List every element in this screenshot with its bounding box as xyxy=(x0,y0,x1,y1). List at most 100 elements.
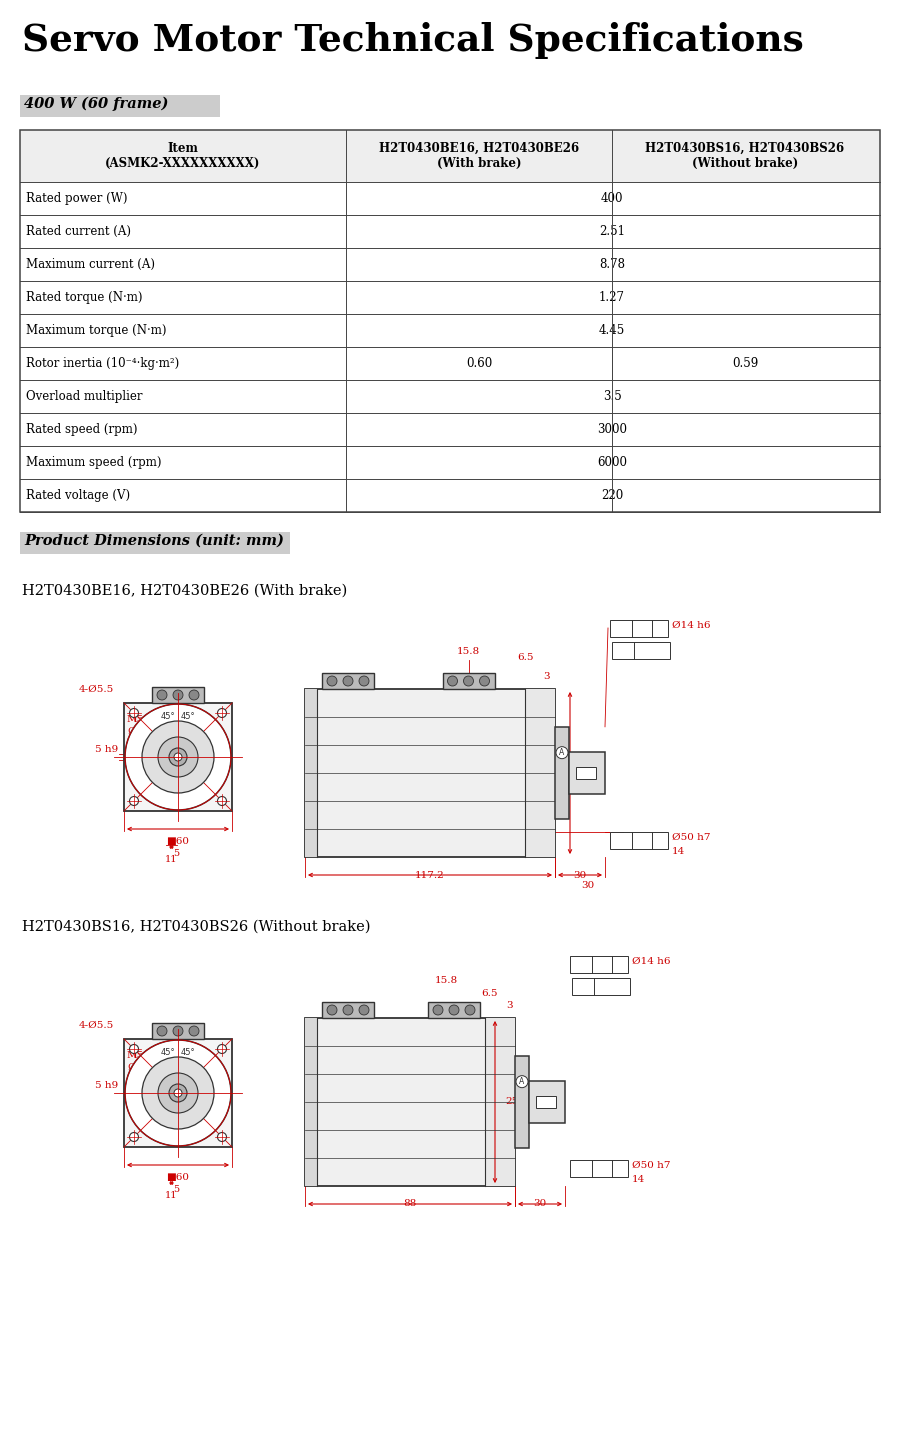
Text: H2T0430BE16, H2T0430BE26 (With brake): H2T0430BE16, H2T0430BE26 (With brake) xyxy=(22,583,347,598)
Text: 5 h9: 5 h9 xyxy=(94,1081,118,1090)
Bar xyxy=(322,1002,374,1018)
Text: 4.45: 4.45 xyxy=(598,325,625,337)
Circle shape xyxy=(218,708,227,718)
Bar xyxy=(124,704,232,811)
Text: Ø50 h7: Ø50 h7 xyxy=(672,832,710,841)
Text: Ø0.04: Ø0.04 xyxy=(595,1164,622,1173)
Bar xyxy=(529,1081,565,1123)
Text: A: A xyxy=(655,623,661,633)
Circle shape xyxy=(169,748,187,766)
Circle shape xyxy=(343,676,353,686)
Circle shape xyxy=(465,1005,475,1015)
Text: M5↧10: M5↧10 xyxy=(127,715,166,724)
Text: 1.27: 1.27 xyxy=(599,290,625,305)
Text: A: A xyxy=(519,1077,525,1087)
Text: Rated torque (N·m): Rated torque (N·m) xyxy=(26,290,142,305)
Bar xyxy=(572,978,630,995)
Text: 15.8: 15.8 xyxy=(435,977,458,985)
Circle shape xyxy=(218,1133,227,1141)
Bar xyxy=(610,621,668,636)
Bar xyxy=(536,1097,556,1108)
Text: 15.8: 15.8 xyxy=(457,646,480,656)
Text: 117.2: 117.2 xyxy=(415,871,445,879)
Text: Product Dimensions (unit: mm): Product Dimensions (unit: mm) xyxy=(24,533,284,548)
Text: Rated voltage (V): Rated voltage (V) xyxy=(26,489,130,502)
Text: 220: 220 xyxy=(601,489,623,502)
Text: Maximum current (A): Maximum current (A) xyxy=(26,257,155,272)
Circle shape xyxy=(343,1005,353,1015)
Text: 25.5: 25.5 xyxy=(580,768,603,778)
Text: 3.5: 3.5 xyxy=(603,390,621,403)
Bar xyxy=(124,1040,232,1147)
Text: 8.78: 8.78 xyxy=(599,257,625,272)
Bar xyxy=(569,752,605,794)
Text: Ø70: Ø70 xyxy=(127,726,148,735)
Circle shape xyxy=(125,704,231,809)
Text: 30: 30 xyxy=(534,1200,546,1208)
Text: 2.51: 2.51 xyxy=(599,225,625,237)
Circle shape xyxy=(189,691,199,701)
Bar xyxy=(576,766,596,779)
Text: A: A xyxy=(615,1164,622,1173)
Text: Ø14 h6: Ø14 h6 xyxy=(672,621,710,629)
Text: 45°: 45° xyxy=(161,712,176,721)
Bar xyxy=(20,532,290,553)
Text: Rated speed (rpm): Rated speed (rpm) xyxy=(26,423,138,436)
Bar xyxy=(152,686,204,704)
Circle shape xyxy=(433,1005,443,1015)
Bar xyxy=(555,726,569,819)
Bar xyxy=(515,1055,529,1148)
Circle shape xyxy=(130,1044,139,1054)
Circle shape xyxy=(516,1075,528,1088)
Circle shape xyxy=(157,1025,167,1035)
Text: 4-Ø5.5: 4-Ø5.5 xyxy=(79,1021,114,1030)
Circle shape xyxy=(158,736,198,776)
Text: /: / xyxy=(615,646,618,655)
Text: 3: 3 xyxy=(507,1001,513,1010)
Text: /: / xyxy=(575,982,578,991)
Text: Ø14 h6: Ø14 h6 xyxy=(632,957,670,965)
Text: Maximum torque (N·m): Maximum torque (N·m) xyxy=(26,325,166,337)
Bar xyxy=(305,689,317,857)
Text: 6000: 6000 xyxy=(597,456,627,469)
Bar xyxy=(612,642,670,659)
Text: 11: 11 xyxy=(165,855,177,864)
Text: Rated power (W): Rated power (W) xyxy=(26,192,128,204)
Circle shape xyxy=(173,1025,183,1035)
Circle shape xyxy=(447,676,457,686)
Text: Maximum speed (rpm): Maximum speed (rpm) xyxy=(26,456,161,469)
Text: ⊥: ⊥ xyxy=(613,623,621,633)
Text: 0.04: 0.04 xyxy=(595,960,615,970)
Text: 0.02: 0.02 xyxy=(597,982,617,991)
Text: A: A xyxy=(655,837,661,845)
Text: 30: 30 xyxy=(573,871,587,879)
Bar xyxy=(152,1022,204,1040)
Text: Rotor inertia (10⁻⁴·kg·m²): Rotor inertia (10⁻⁴·kg·m²) xyxy=(26,358,179,370)
Bar xyxy=(305,689,555,857)
Circle shape xyxy=(480,676,490,686)
Circle shape xyxy=(142,1057,214,1130)
Text: ■60: ■60 xyxy=(166,1173,190,1183)
Circle shape xyxy=(157,691,167,701)
Text: 6.5: 6.5 xyxy=(482,990,499,998)
Text: H2T0430BS16, H2T0430BS26
(Without brake): H2T0430BS16, H2T0430BS26 (Without brake) xyxy=(645,142,844,170)
Text: 5: 5 xyxy=(173,848,179,858)
Text: 400 W (60 frame): 400 W (60 frame) xyxy=(24,97,168,112)
Text: 6.5: 6.5 xyxy=(517,654,533,662)
Text: 45°: 45° xyxy=(181,1048,195,1057)
Text: 0.60: 0.60 xyxy=(466,358,492,370)
Text: 3000: 3000 xyxy=(597,423,627,436)
Text: 14: 14 xyxy=(632,1175,645,1184)
Text: H2T0430BE16, H2T0430BE26
(With brake): H2T0430BE16, H2T0430BE26 (With brake) xyxy=(379,142,579,170)
Bar xyxy=(525,689,555,857)
Bar xyxy=(305,1018,317,1185)
Circle shape xyxy=(359,676,369,686)
Text: 0.02: 0.02 xyxy=(637,646,657,655)
Circle shape xyxy=(464,676,473,686)
Bar xyxy=(322,674,374,689)
Bar xyxy=(20,130,880,512)
Text: Rated current (A): Rated current (A) xyxy=(26,225,131,237)
Text: 14: 14 xyxy=(672,848,685,857)
Text: 30: 30 xyxy=(581,881,595,889)
Circle shape xyxy=(556,746,568,759)
